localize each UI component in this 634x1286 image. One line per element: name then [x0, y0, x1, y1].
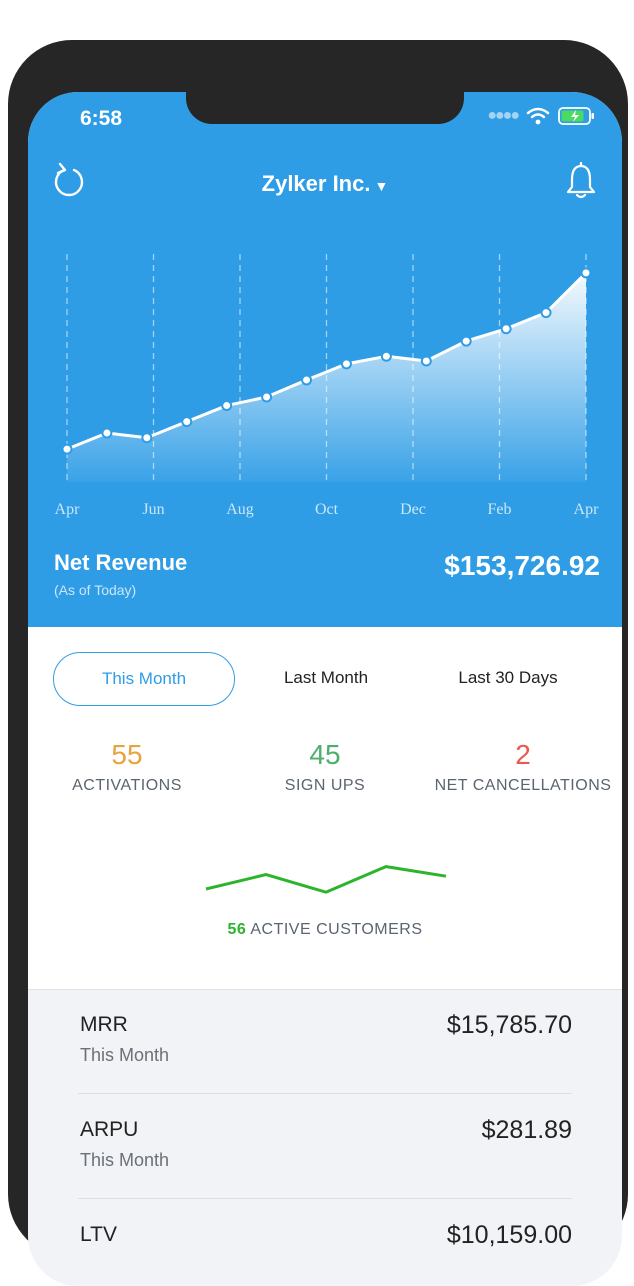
metric-period: This Month — [80, 1150, 170, 1170]
active-customers-count: 56 — [227, 921, 247, 938]
chevron-down-icon: ▼ — [374, 178, 389, 194]
metric-row-arpu[interactable]: ARPU This Month $281.89 — [78, 1094, 572, 1199]
activations-count: 55 — [111, 739, 143, 770]
status-icons: ●●●● — [487, 106, 596, 126]
x-tick-label: Aug — [226, 501, 254, 518]
data-point[interactable] — [380, 350, 392, 362]
data-point[interactable] — [460, 335, 472, 347]
active-customers-label: ACTIVE CUSTOMERS — [250, 921, 423, 938]
tab-last-month[interactable]: Last Month — [283, 668, 369, 687]
active-customers-sparkline — [205, 865, 447, 894]
data-point[interactable] — [181, 416, 193, 428]
metric-row-mrr[interactable]: MRR This Month $15,785.70 — [78, 989, 572, 1094]
metrics-list: MRR This Month $15,785.70 ARPU This Mont… — [28, 989, 622, 1286]
data-point[interactable] — [101, 427, 113, 439]
data-point[interactable] — [340, 358, 352, 370]
net-revenue-subtitle: (As of Today) — [54, 582, 137, 598]
phone-frame: 6:58 ●●●● — [8, 40, 628, 1286]
wifi-icon — [526, 107, 550, 125]
x-tick-label: Oct — [315, 501, 339, 518]
net-cancellations-stat[interactable]: 2 NET CANCELLATIONS — [424, 739, 622, 795]
signal-icon: ●●●● — [487, 107, 520, 124]
metric-value: $281.89 — [481, 1116, 572, 1144]
status-time: 6:58 — [80, 107, 123, 130]
camera-notch — [186, 92, 464, 124]
net-revenue-value: $153,726.92 — [444, 550, 600, 581]
company-name: Zylker Inc. — [261, 171, 371, 196]
x-tick-label: Apr — [55, 501, 81, 518]
metric-value: $10,159.00 — [446, 1221, 572, 1249]
data-point[interactable] — [141, 432, 153, 444]
active-customers[interactable]: 56 ACTIVE CUSTOMERS — [28, 921, 622, 939]
sparkline-path — [205, 865, 447, 894]
x-tick-label: Apr — [574, 501, 600, 518]
app-screen: 6:58 ●●●● — [28, 92, 622, 1286]
data-point[interactable] — [580, 267, 592, 279]
data-point[interactable] — [540, 307, 552, 319]
signups-label: SIGN UPS — [284, 777, 366, 794]
revenue-line — [66, 271, 588, 451]
company-selector[interactable]: Zylker Inc. ▼ — [28, 171, 622, 197]
signups-count: 45 — [309, 739, 341, 770]
data-point[interactable] — [261, 391, 273, 403]
metric-row-ltv[interactable]: LTV $10,159.00 — [78, 1199, 572, 1286]
metric-name: MRR — [80, 1013, 128, 1036]
metric-period: This Month — [80, 1045, 170, 1065]
x-tick-label: Dec — [400, 501, 426, 518]
net-cancellations-count: 2 — [515, 739, 531, 770]
bell-icon[interactable] — [564, 161, 598, 205]
data-point[interactable] — [301, 374, 313, 386]
summary-panel: This Month Last Month Last 30 Days 55 AC… — [28, 627, 622, 990]
tab-last-30-days[interactable]: Last 30 Days — [458, 668, 558, 687]
data-point[interactable] — [221, 400, 233, 412]
data-point[interactable] — [420, 355, 432, 367]
activations-stat[interactable]: 55 ACTIVATIONS — [28, 739, 226, 795]
refresh-icon[interactable] — [52, 162, 86, 205]
revenue-chart: Apr Jun Aug Oct Dec Feb Apr — [55, 254, 600, 518]
tab-this-month[interactable]: This Month — [53, 652, 235, 706]
metric-name: LTV — [80, 1223, 117, 1246]
x-tick-label: Jun — [142, 501, 164, 518]
battery-icon — [558, 107, 594, 125]
net-revenue-label: Net Revenue — [54, 550, 188, 575]
data-point[interactable] — [500, 323, 512, 335]
signups-stat[interactable]: 45 SIGN UPS — [226, 739, 424, 795]
net-cancellations-label: NET CANCELLATIONS — [434, 777, 612, 794]
data-point[interactable] — [61, 443, 73, 455]
metric-value: $15,785.70 — [446, 1011, 572, 1039]
activations-label: ACTIVATIONS — [72, 777, 182, 794]
metric-name: ARPU — [80, 1118, 139, 1141]
header-panel: 6:58 ●●●● — [28, 92, 622, 627]
revenue-area — [67, 272, 586, 482]
x-tick-label: Feb — [488, 501, 512, 518]
